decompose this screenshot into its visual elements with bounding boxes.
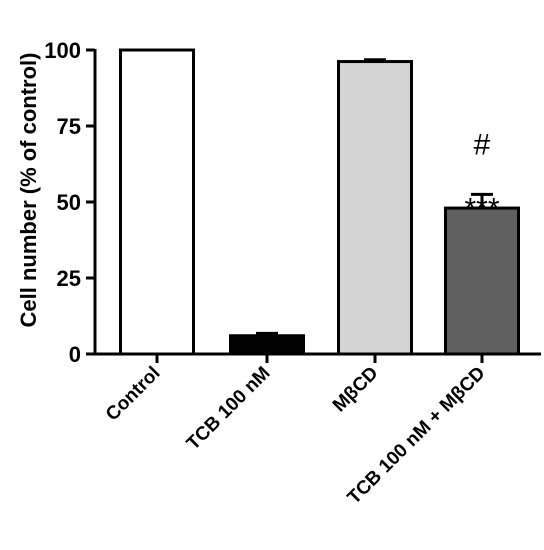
bars xyxy=(119,48,520,356)
y-tick-label: 25 xyxy=(57,266,81,291)
y-axis: 0 25 50 75 100 xyxy=(44,38,97,367)
significance-hash: # xyxy=(474,128,491,161)
bar xyxy=(337,60,413,356)
x-tick-label: Control xyxy=(102,363,165,426)
x-tick-label: MβCD xyxy=(329,363,383,417)
y-tick-label: 50 xyxy=(57,190,81,215)
significance-stars: *** xyxy=(464,192,499,225)
y-tick-label: 100 xyxy=(44,38,81,63)
significance-stars: *** xyxy=(249,331,284,364)
x-tick-label: TCB 100 nM xyxy=(183,363,275,455)
bar xyxy=(119,48,195,356)
y-tick-label: 75 xyxy=(57,114,81,139)
bar xyxy=(444,206,520,356)
y-axis-label: Cell number (% of control) xyxy=(16,53,41,328)
annotations: *** *** # xyxy=(249,128,499,364)
y-tick-label: 0 xyxy=(69,342,81,367)
